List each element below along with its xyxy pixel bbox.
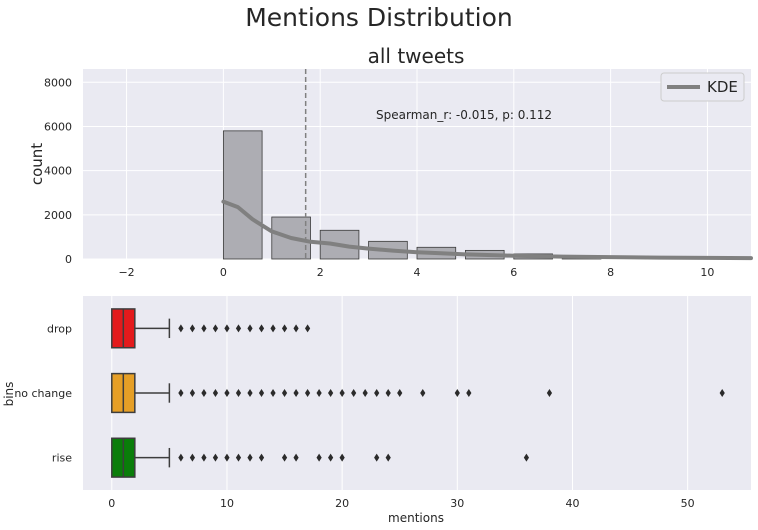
histogram-title: all tweets bbox=[368, 44, 465, 68]
boxplot-panel: 0 10 20 30 40 50 drop no change rise mentions b… bbox=[2, 296, 751, 525]
outlier-point bbox=[454, 389, 460, 397]
boxplot-x-tick-label: 50 bbox=[681, 497, 695, 510]
outlier-point bbox=[189, 453, 196, 462]
histogram-y-tick-label: 0 bbox=[65, 253, 72, 266]
outlier-point bbox=[235, 389, 242, 397]
outlier-point bbox=[281, 389, 288, 397]
outlier-point bbox=[178, 324, 184, 333]
boxplot-x-axis-label: mentions bbox=[388, 511, 444, 525]
outlier-point bbox=[339, 453, 345, 462]
legend: KDE bbox=[660, 72, 745, 102]
outlier-point bbox=[374, 453, 380, 462]
boxplot-boxes bbox=[111, 308, 725, 478]
outlier-point bbox=[224, 453, 230, 462]
outlier-point bbox=[247, 324, 253, 333]
outlier-point bbox=[523, 453, 530, 462]
boxplot-x-tick-label: 20 bbox=[335, 497, 349, 510]
outlier-point bbox=[385, 453, 391, 462]
outlier-point bbox=[304, 389, 311, 397]
boxplot-category-label: no change bbox=[14, 387, 72, 400]
histogram-bar bbox=[222, 130, 263, 260]
histogram-x-tick-label: 6 bbox=[510, 266, 517, 279]
outlier-point bbox=[293, 453, 299, 462]
histogram-x-tick-labels: −2 0 2 4 6 8 10 bbox=[118, 266, 714, 279]
histogram-x-tick-label: 10 bbox=[700, 266, 714, 279]
box-rise bbox=[111, 437, 530, 478]
histogram-x-tick-label: 4 bbox=[414, 266, 421, 279]
box-drop bbox=[111, 308, 311, 349]
outlier-point bbox=[212, 389, 219, 397]
boxplot-y-axis-label: bins bbox=[2, 382, 16, 407]
histogram-y-tick-label: 8000 bbox=[44, 76, 72, 89]
outlier-point bbox=[316, 453, 322, 462]
histogram-bars bbox=[222, 130, 602, 260]
histogram-y-axis-label: count bbox=[28, 143, 46, 185]
outlier-point bbox=[466, 389, 472, 397]
outlier-point bbox=[304, 324, 311, 333]
outlier-point bbox=[258, 453, 265, 462]
boxplot-category-label: drop bbox=[47, 322, 72, 335]
outlier-point bbox=[247, 389, 253, 397]
outlier-point bbox=[178, 389, 184, 397]
outlier-point bbox=[546, 389, 553, 397]
boxplot-x-tick-label: 30 bbox=[450, 497, 464, 510]
boxplot-x-tick-label: 40 bbox=[565, 497, 579, 510]
outlier-point bbox=[178, 453, 184, 462]
histogram-x-tick-label: 2 bbox=[317, 266, 324, 279]
outlier-point bbox=[351, 389, 357, 397]
outlier-point bbox=[212, 324, 219, 333]
outlier-point bbox=[270, 389, 276, 397]
outlier-point bbox=[235, 324, 242, 333]
outlier-point bbox=[270, 324, 276, 333]
histogram-x-tick-label: 8 bbox=[607, 266, 614, 279]
outlier-point bbox=[374, 389, 380, 397]
boxplot-x-tick-label: 0 bbox=[108, 497, 115, 510]
kde-line bbox=[221, 199, 753, 261]
outlier-point bbox=[339, 389, 345, 397]
boxplot-category-label: rise bbox=[52, 452, 72, 465]
outlier-point bbox=[328, 389, 334, 397]
histogram-x-tick-label: 0 bbox=[220, 266, 227, 279]
outlier-point bbox=[281, 324, 288, 333]
outlier-point bbox=[224, 324, 230, 333]
outlier-point bbox=[385, 389, 391, 397]
histogram-y-tick-labels: 0 2000 4000 6000 8000 bbox=[44, 76, 72, 266]
outlier-point bbox=[719, 389, 725, 397]
outlier-point bbox=[420, 389, 426, 397]
outlier-point bbox=[397, 389, 403, 397]
outlier-point bbox=[258, 389, 265, 397]
histogram-grid bbox=[83, 69, 751, 260]
outlier-point bbox=[258, 324, 265, 333]
histogram-x-tick-label: −2 bbox=[118, 266, 134, 279]
outlier-point bbox=[224, 389, 230, 397]
outlier-point bbox=[362, 389, 368, 397]
histogram-y-tick-label: 2000 bbox=[44, 209, 72, 222]
histogram-y-tick-label: 6000 bbox=[44, 120, 72, 133]
outlier-point bbox=[316, 389, 322, 397]
outlier-point bbox=[328, 453, 334, 462]
boxplot-x-tick-labels: 0 10 20 30 40 50 bbox=[108, 497, 694, 510]
legend-kde-label: KDE bbox=[707, 78, 738, 96]
box-no-change bbox=[111, 372, 725, 414]
outlier-point bbox=[201, 389, 207, 397]
outlier-point bbox=[293, 389, 299, 397]
outlier-point bbox=[212, 453, 219, 462]
legend-frame bbox=[660, 72, 745, 102]
outlier-point bbox=[247, 453, 253, 462]
outlier-point bbox=[189, 389, 196, 397]
figure-title: Mentions Distribution bbox=[245, 3, 513, 32]
histogram-panel: −2 0 2 4 6 8 10 0 2000 4000 6000 8000 all tweets c… bbox=[28, 44, 753, 279]
boxplot-x-tick-label: 10 bbox=[220, 497, 234, 510]
boxplot-category-labels: drop no change rise bbox=[14, 322, 72, 464]
outlier-point bbox=[201, 324, 207, 333]
outlier-point bbox=[281, 453, 288, 462]
outlier-point bbox=[189, 324, 196, 333]
outlier-point bbox=[293, 324, 299, 333]
outlier-point bbox=[235, 453, 242, 462]
histogram-y-tick-label: 4000 bbox=[44, 165, 72, 178]
spearman-annotation: Spearman_r: -0.015, p: 0.112 bbox=[376, 108, 552, 122]
outlier-point bbox=[201, 453, 207, 462]
